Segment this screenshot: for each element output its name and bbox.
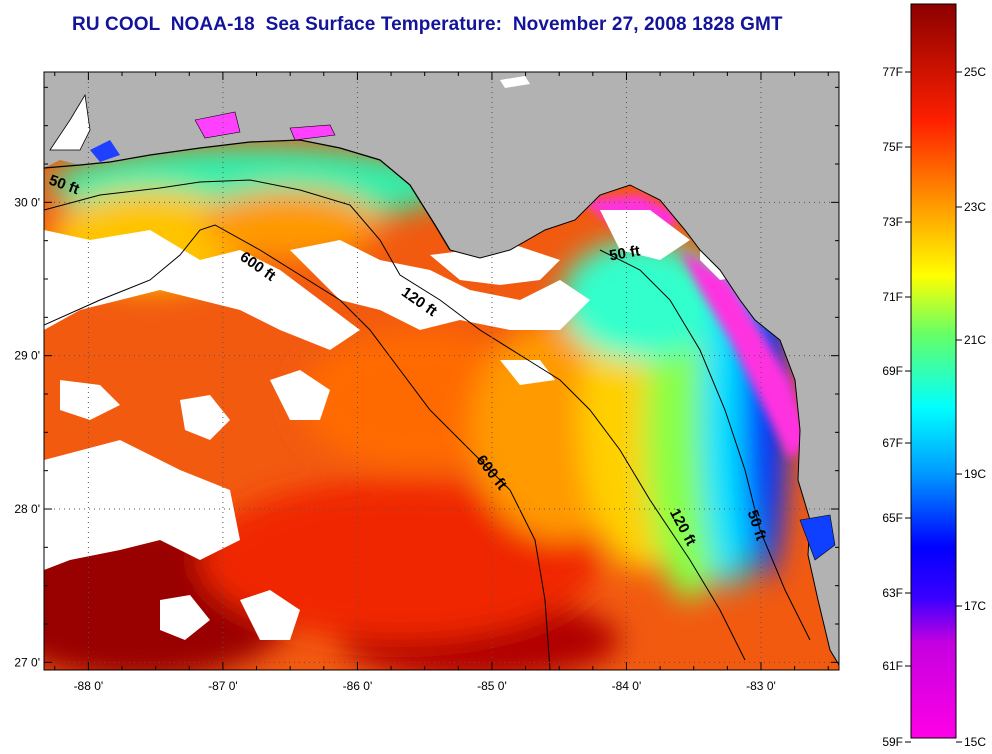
colorbar-f-label: 77F	[882, 65, 903, 79]
lon-tick-label: -88 0'	[74, 679, 104, 693]
colorbar-f-label: 69F	[882, 364, 903, 378]
sst-field	[44, 145, 787, 670]
colorbar	[910, 3, 957, 739]
contour-600ft	[44, 224, 551, 670]
colorbar-f-label: 61F	[882, 659, 903, 673]
land-mass	[44, 72, 839, 665]
colorbar-f-label: 71F	[882, 290, 903, 304]
colorbar-f-label: 63F	[882, 586, 903, 600]
lat-tick-label: 30 0'	[14, 195, 40, 209]
colorbar-f-label: 59F	[882, 735, 903, 749]
colorbar-c-label: 23C	[964, 200, 986, 214]
colorbar-f-label: 67F	[882, 436, 903, 450]
axis-ticks: -88 0' -87 0' -86 0' -85 0' -84 0' -83 0' 30 0…	[14, 72, 839, 693]
contour-120ft	[44, 179, 746, 661]
colorbar-c-label: 17C	[964, 599, 986, 613]
lon-tick-label: -85 0'	[477, 679, 507, 693]
colorbar-c-label: 25C	[964, 65, 986, 79]
colorbar-f-label: 65F	[882, 511, 903, 525]
contour-50ft	[599, 249, 811, 641]
lon-tick-label: -87 0'	[208, 679, 238, 693]
lat-tick-label: 29 0'	[14, 349, 40, 363]
colorbar-c-label: 19C	[964, 467, 986, 481]
map-title: RU COOL NOAA-18 Sea Surface Temperature:…	[72, 14, 783, 35]
lon-tick-label: -86 0'	[343, 679, 373, 693]
map-frame	[43, 71, 840, 671]
colorbar-f-label: 73F	[882, 215, 903, 229]
colorbar-c-label: 21C	[964, 333, 986, 347]
lon-tick-label: -84 0'	[612, 679, 642, 693]
lat-tick-label: 28 0'	[14, 502, 40, 516]
colorbar-labels: 77F 75F 73F 71F 69F 67F 65F 63F 61F 59F 25C 23C 21C 1…	[882, 65, 986, 749]
lat-tick-label: 27 0'	[14, 655, 40, 669]
colorbar-c-label: 15C	[964, 735, 986, 749]
contour-label: 50 ft	[608, 242, 641, 264]
colorbar-f-label: 75F	[882, 140, 903, 154]
lon-tick-label: -83 0'	[746, 679, 776, 693]
